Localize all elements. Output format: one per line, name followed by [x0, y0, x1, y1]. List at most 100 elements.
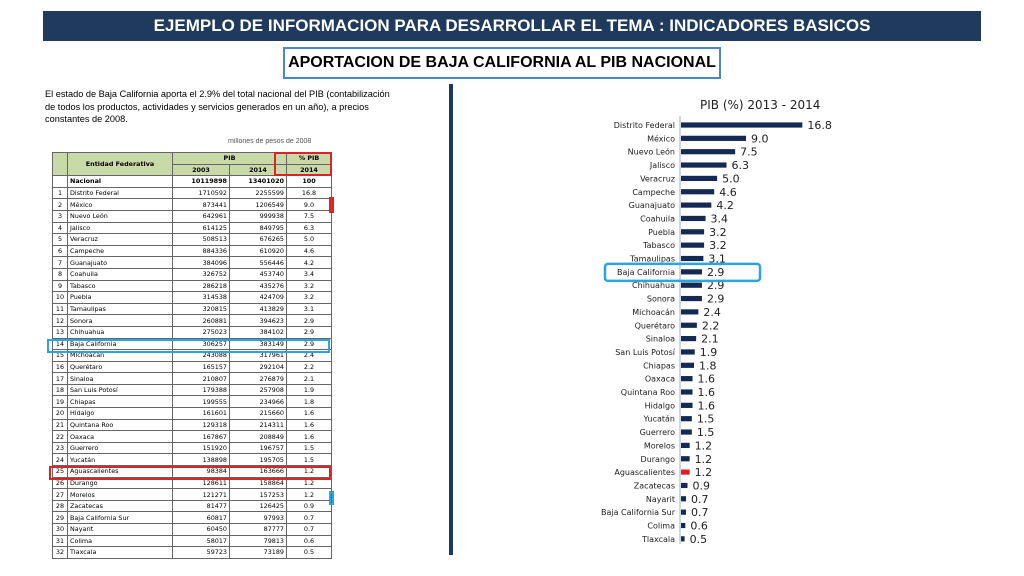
table-cell: Nuevo León	[67, 209, 173, 223]
category-label: Nayarit	[646, 495, 675, 504]
table-row: 31 Colima 58017 79813 0.6	[52, 534, 332, 548]
value-label: 1.2	[695, 439, 713, 452]
table-cell: Veracruz	[67, 233, 173, 246]
table-row: 29 Baja California Sur 60817 97993 0.7	[52, 511, 332, 524]
table-cell: Colima	[67, 534, 173, 548]
bar	[681, 255, 704, 262]
bar	[681, 536, 685, 542]
table-row: 20 Hidalgo 161601 215660 1.6	[52, 407, 332, 420]
category-label: Baja California	[617, 268, 675, 277]
table-cell: 326752	[172, 267, 230, 281]
pib-table-image: Entidad Federativa PIB % PIB 2003 2014 2…	[52, 152, 334, 570]
table-cell: Baja California Sur	[67, 511, 173, 524]
category-label: Campeche	[632, 188, 675, 197]
table-row: 3 Nuevo León 642961 999938 7.5	[52, 209, 332, 223]
table-cell: San Luis Potosí	[67, 383, 173, 397]
table-cell	[52, 175, 68, 188]
table-cell: 24	[52, 453, 68, 467]
table-row: 16 Querétaro 165157 292104 2.2	[52, 360, 332, 374]
value-label: 7.5	[740, 146, 758, 159]
table-cell: 314538	[172, 291, 230, 304]
table-row: 25 Aguascalientes 98384 163666 1.2	[52, 465, 332, 478]
table-cell: 0.9	[286, 499, 332, 513]
value-label: 2.9	[707, 266, 725, 279]
table-cell: 196757	[229, 441, 287, 455]
table-cell: 884336	[172, 244, 230, 258]
table-row-national: Nacional 10119898 13401020 100	[52, 175, 332, 188]
value-label: 0.7	[691, 506, 709, 519]
bar	[681, 322, 697, 328]
table-cell: 320815	[172, 302, 230, 316]
table-cell: 3	[52, 209, 68, 223]
bar	[681, 416, 692, 422]
category-label: Veracruz	[640, 174, 675, 183]
table-cell: 676265	[229, 233, 287, 246]
bar	[681, 122, 803, 128]
table-cell: 28	[52, 499, 68, 513]
pib-bar-chart: PIB (%) 2013 - 2014 Distrito Federal 16.8…	[590, 92, 890, 552]
table-cell: 210807	[172, 372, 230, 385]
table-row: 21 Quintana Roo 129318 214311 1.6	[52, 418, 332, 432]
category-label: Sinaloa	[646, 335, 675, 344]
table-cell: Puebla	[67, 291, 173, 304]
chart-title: PIB (%) 2013 - 2014	[700, 98, 820, 112]
category-label: Quintana Roo	[621, 388, 675, 397]
title-banner: EJEMPLO DE INFORMACION PARA DESARROLLAR …	[43, 11, 981, 41]
table-cell: 4	[52, 221, 68, 235]
category-label: Zacatecas	[634, 481, 675, 490]
table-row: 2 México 873441 1206549 9.0	[52, 198, 332, 211]
table-cell: Chiapas	[67, 395, 173, 409]
table-cell: 16	[52, 360, 68, 374]
table-cell: 121271	[172, 488, 230, 501]
table-cell: 32	[52, 546, 68, 559]
table-cell: 292104	[229, 360, 287, 374]
value-label: 2.9	[707, 279, 725, 292]
table-cell: 435276	[229, 279, 287, 293]
value-label: 6.3	[732, 159, 750, 172]
category-label: Distrito Federal	[614, 121, 675, 130]
table-cell: 1.5	[286, 441, 332, 455]
category-label: Chiapas	[643, 361, 675, 370]
table-cell: 0.5	[286, 546, 332, 559]
category-label: Baja California Sur	[601, 508, 676, 517]
table-cell: 167867	[172, 430, 230, 443]
category-label: Sonora	[647, 295, 675, 304]
bar	[681, 175, 718, 181]
aguascalientes-row-highlight	[49, 466, 331, 480]
value-label: 1.8	[699, 359, 717, 372]
table-caption: millones de pesos de 2008	[228, 138, 312, 145]
table-cell: 100	[286, 175, 332, 188]
value-label: 1.5	[697, 413, 715, 426]
table-cell: 20	[52, 407, 68, 420]
table-cell: 0.7	[286, 511, 332, 524]
table-cell: 23	[52, 441, 68, 455]
table-cell: 31	[52, 534, 68, 548]
table-cell: 30	[52, 523, 68, 536]
bar	[681, 149, 736, 155]
baja-california-row-highlight	[47, 339, 330, 353]
table-cell: 5.0	[286, 233, 332, 246]
table-row: 6 Campeche 884336 610920 4.6	[52, 244, 332, 258]
value-label: 0.7	[691, 493, 709, 506]
category-label: Morelos	[644, 441, 675, 450]
table-cell: 60450	[172, 523, 230, 536]
table-cell: 1.5	[286, 453, 332, 467]
table-cell: 73189	[229, 546, 287, 559]
table-cell: 0.7	[286, 523, 332, 536]
category-label: Durango	[641, 455, 676, 464]
table-cell: 4.6	[286, 244, 332, 258]
value-label: 0.9	[693, 479, 711, 492]
table-cell: 12	[52, 314, 68, 327]
bar	[681, 376, 693, 382]
table-cell: 11	[52, 302, 68, 316]
table-row: 22 Oaxaca 167867 208849 1.6	[52, 430, 332, 443]
table-cell: 97993	[229, 511, 287, 524]
table-cell: 384102	[229, 325, 287, 339]
value-label: 5.0	[722, 172, 740, 185]
table-cell: 10119898	[172, 175, 230, 188]
table-cell: 276879	[229, 372, 287, 385]
category-label: Jalisco	[649, 161, 675, 170]
table-cell: 157253	[229, 488, 287, 501]
bar	[681, 295, 702, 302]
table-cell: 4.2	[286, 256, 332, 269]
